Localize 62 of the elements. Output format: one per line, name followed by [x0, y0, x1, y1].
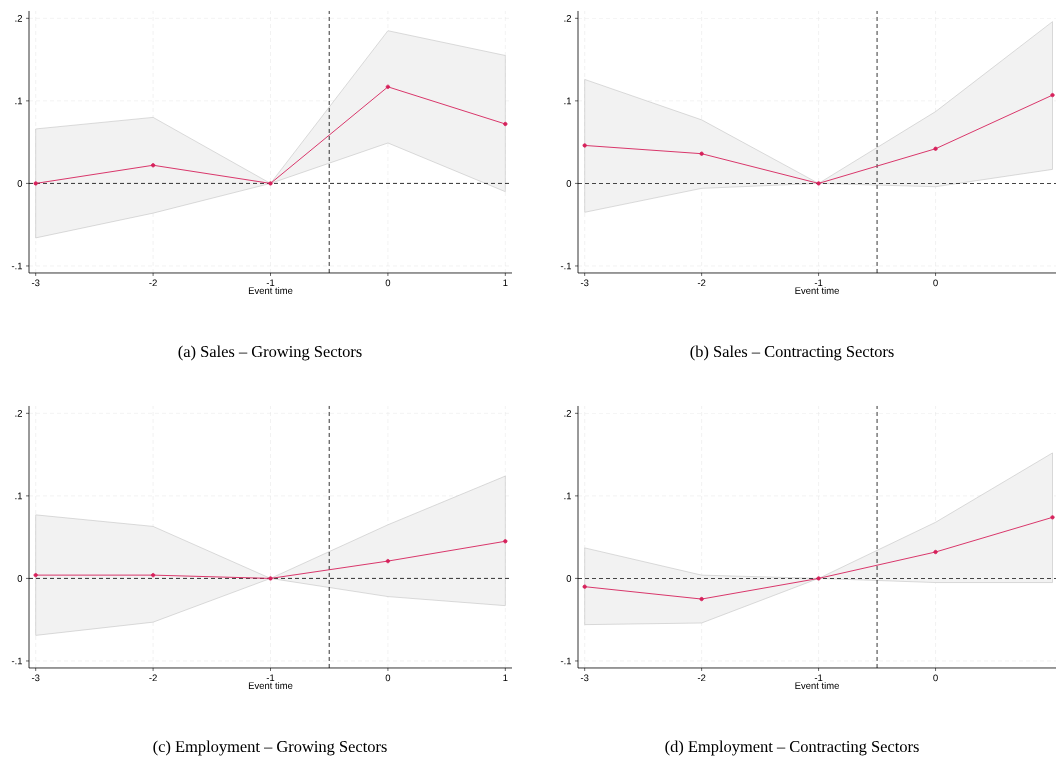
point: [503, 121, 508, 127]
point: [933, 549, 938, 555]
point: [699, 151, 704, 156]
text: (b) Sales – Contracting Sectors: [690, 345, 894, 361]
point: [1050, 92, 1055, 98]
point: [33, 181, 38, 186]
point: [933, 146, 938, 151]
point: [503, 539, 508, 544]
x-tick-label: -2: [149, 279, 157, 287]
x-tick-label: 0: [933, 279, 938, 287]
point: [33, 572, 38, 578]
x-tick-label: -1: [266, 279, 275, 287]
x-tick-label: 0: [933, 674, 938, 682]
y-tick-label: .1: [15, 492, 23, 500]
point: [582, 584, 587, 589]
x-tick-label: -2: [149, 674, 157, 682]
y-tick-label: .1: [15, 97, 23, 105]
text: (a) Sales – Growing Sectors: [178, 345, 362, 361]
y-tick-label: .2: [564, 410, 572, 417]
x-tick-label: -2: [697, 674, 706, 682]
x-tick-label: -3: [31, 674, 40, 682]
x-tick-label: 1: [503, 279, 508, 287]
y-tick-label: -.1: [560, 262, 572, 270]
point: [385, 558, 391, 564]
point: [268, 576, 273, 581]
y-tick-label: 0: [566, 575, 572, 582]
y-tick-label: .2: [15, 15, 23, 22]
x-tick-label: 1: [503, 674, 508, 682]
y-tick-label: -.1: [11, 262, 23, 270]
x-tick-label: -1: [814, 279, 823, 287]
x-tick-label: -3: [31, 279, 40, 287]
point: [816, 576, 821, 581]
point: [582, 143, 587, 148]
x-tick-label: -1: [266, 674, 275, 682]
point: [816, 181, 821, 186]
text: (d) Employment – Contracting Sectors: [665, 740, 919, 756]
x-tick-label: 0: [385, 674, 391, 682]
y-tick-label: .2: [564, 15, 572, 22]
point: [150, 163, 156, 168]
x-axis-title: Event time: [248, 682, 293, 689]
y-tick-label: -.1: [11, 657, 23, 665]
x-axis-title: Event time: [795, 682, 839, 689]
x-tick-label: 0: [385, 279, 391, 287]
y-tick-label: .1: [564, 97, 572, 105]
x-axis-title: Event time: [248, 287, 293, 294]
y-tick-label: 0: [566, 180, 572, 187]
x-tick-label: -3: [580, 674, 589, 682]
y-tick-label: -.1: [560, 657, 572, 665]
y-tick-label: .1: [564, 492, 572, 500]
point: [268, 181, 273, 186]
point: [1050, 515, 1055, 520]
point: [150, 572, 156, 578]
text: (c) Employment – Growing Sectors: [153, 740, 387, 756]
x-tick-label: -3: [580, 279, 589, 287]
point: [699, 596, 704, 602]
x-axis-title: Event time: [795, 287, 839, 294]
x-tick-label: -1: [814, 674, 823, 682]
point: [385, 84, 391, 89]
x-tick-label: -2: [697, 279, 706, 287]
y-tick-label: 0: [17, 575, 23, 582]
y-tick-label: .2: [15, 410, 23, 417]
y-tick-label: 0: [17, 180, 23, 187]
